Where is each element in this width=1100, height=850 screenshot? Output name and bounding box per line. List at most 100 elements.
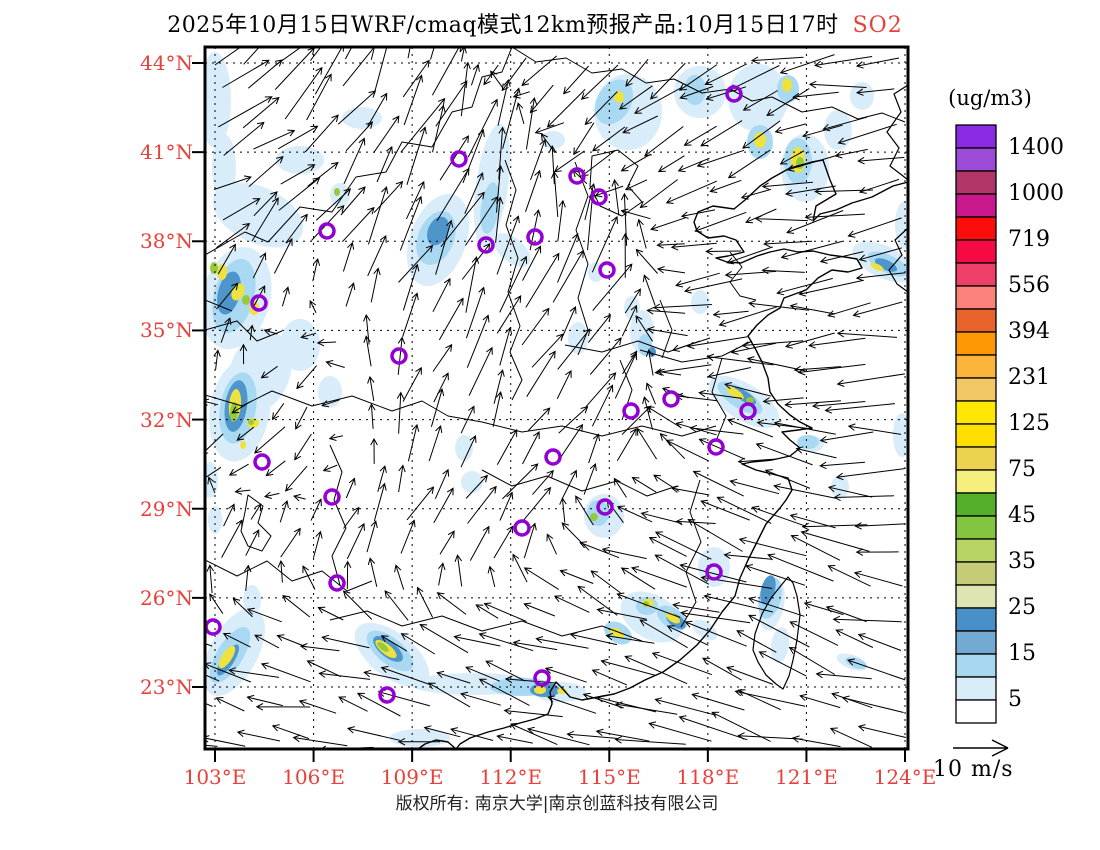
wind-arrow — [814, 56, 873, 69]
wind-arrow — [467, 98, 498, 158]
wind-arrow — [377, 465, 387, 492]
wind-arrow — [651, 651, 713, 676]
geography-lines — [205, 47, 908, 749]
wind-arrow — [376, 145, 393, 183]
wind-arrow — [490, 70, 504, 89]
city-marker — [544, 448, 562, 466]
wind-arrow — [622, 115, 658, 134]
wind-arrow — [292, 734, 348, 747]
wind-arrow — [525, 252, 560, 308]
wind-arrow — [678, 715, 748, 741]
wind-arrow — [730, 342, 777, 355]
legend-value-label: 719 — [1008, 227, 1050, 252]
wind-arrow — [525, 96, 538, 150]
wind-arrow — [342, 590, 373, 620]
wind-arrow — [718, 306, 778, 327]
wind-arrow — [592, 263, 633, 311]
wind-arrow — [819, 431, 874, 444]
wind-arrow — [559, 497, 567, 523]
wind-arrow — [406, 126, 427, 185]
wind-arrow — [460, 435, 477, 468]
wind-arrow — [729, 478, 780, 495]
wind-arrow — [271, 724, 310, 740]
wind-arrow — [205, 702, 213, 707]
wind-arrow — [373, 180, 404, 214]
wind-arrow — [858, 247, 902, 262]
wind-arrow — [557, 328, 591, 370]
wind-arrow — [784, 400, 842, 409]
wind-arrow — [503, 707, 563, 718]
wind-arrow — [808, 337, 866, 349]
legend-value-label: 75 — [1008, 457, 1036, 482]
copyright-line: 版权所有: 南京大学|南京创蓝科技有限公司 — [395, 794, 719, 814]
wind-arrow — [592, 126, 626, 152]
wind-arrow — [345, 282, 356, 307]
city-marker — [739, 402, 757, 420]
wind-arrow — [496, 294, 522, 334]
wind-arrow — [263, 328, 278, 336]
wind-arrow — [309, 300, 317, 314]
lat-tick-label: 41°N — [140, 140, 193, 165]
wind-arrow — [345, 477, 356, 499]
wind-arrow — [493, 369, 505, 404]
legend-value-label: 125 — [1008, 411, 1050, 436]
wind-arrow — [835, 468, 905, 481]
wind-arrow — [748, 300, 810, 311]
wind-arrow — [343, 506, 360, 529]
legend-color-box — [955, 653, 997, 678]
wind-arrow — [496, 215, 520, 275]
map-frame — [203, 45, 910, 751]
wind-arrow — [205, 744, 218, 747]
wind-arrow — [205, 662, 251, 683]
wind-arrow — [684, 620, 747, 647]
wind-arrow — [522, 431, 540, 465]
lat-tick-label: 26°N — [140, 585, 193, 610]
wind-arrow — [280, 164, 316, 185]
wind-arrow — [694, 211, 747, 233]
wind-arrow — [467, 485, 497, 524]
wind-arrow — [583, 462, 597, 495]
wind-arrow — [679, 85, 714, 100]
wind-arrow — [521, 55, 558, 87]
city-marker — [378, 686, 396, 704]
wind-arrow — [657, 155, 685, 173]
wind-arrow — [705, 247, 742, 256]
wind-arrow — [469, 525, 490, 561]
wind-scale-label: 10 m/s — [933, 757, 1014, 782]
wind-arrow — [557, 423, 584, 462]
wind-arrow — [825, 605, 867, 623]
wind-arrow — [247, 324, 256, 341]
wind-arrow — [575, 495, 594, 526]
city-marker — [477, 236, 495, 254]
wind-arrow — [670, 242, 717, 251]
legend-color-box — [955, 699, 997, 724]
wind-arrow — [827, 302, 871, 318]
page-title: 2025年10月15日WRF/cmaq模式12km预报产品:10月15日17时 S… — [167, 7, 902, 39]
legend-color-box — [955, 423, 997, 448]
wind-arrow — [367, 557, 378, 587]
lon-tick-label: 103°E — [183, 765, 247, 789]
city-marker — [598, 261, 616, 279]
wind-arrow — [672, 602, 720, 613]
wind-arrow — [253, 191, 278, 217]
wind-arrow — [659, 433, 686, 460]
city-marker — [590, 188, 608, 206]
wind-arrow — [253, 129, 296, 150]
wind-arrow — [248, 156, 284, 187]
wind-arrow — [337, 90, 377, 125]
wind-arrow — [222, 59, 270, 88]
wind-arrow — [827, 484, 873, 498]
wind-arrow — [621, 232, 629, 278]
wind-arrow — [837, 123, 897, 145]
wind-arrow — [832, 615, 902, 624]
legend-color-box — [955, 446, 997, 471]
legend-color-box — [955, 170, 997, 195]
so2-patch — [691, 290, 709, 314]
wind-arrow — [276, 634, 307, 648]
wind-arrow — [343, 137, 366, 185]
so2-patch — [590, 513, 598, 521]
city-marker — [705, 563, 723, 581]
wind-arrow — [635, 315, 654, 342]
wind-arrow — [620, 567, 656, 590]
wind-arrow — [692, 470, 744, 497]
